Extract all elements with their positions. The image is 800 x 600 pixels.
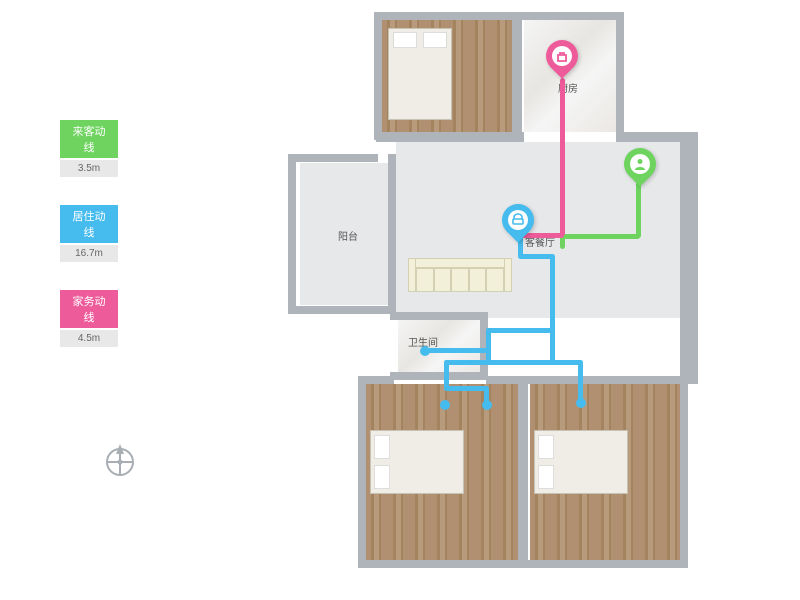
wall-segment — [376, 132, 524, 142]
legend-label: 居住动线 — [60, 205, 118, 243]
sofa — [408, 258, 512, 292]
wall-segment — [512, 18, 522, 138]
legend-value: 16.7m — [60, 245, 118, 262]
map-pin-guest — [624, 148, 656, 190]
path-endpoint — [420, 346, 430, 356]
legend-label: 家务动线 — [60, 290, 118, 328]
path-segment — [636, 182, 641, 238]
legend-item-living: 居住动线 16.7m — [60, 205, 118, 262]
map-pin-living — [502, 204, 534, 246]
path-endpoint — [576, 398, 586, 408]
wall-segment — [288, 154, 378, 162]
wall-segment — [288, 154, 296, 314]
compass-icon — [100, 440, 140, 480]
bed — [534, 430, 628, 494]
wall-segment — [388, 154, 396, 314]
wall-segment — [390, 372, 486, 380]
path-segment — [560, 78, 565, 236]
wall-segment — [616, 132, 698, 142]
path-segment — [444, 360, 554, 365]
wall-segment — [390, 312, 486, 320]
legend-label: 来客动线 — [60, 120, 118, 158]
bed — [370, 430, 464, 494]
wall-segment — [486, 376, 686, 384]
path-segment — [550, 360, 582, 365]
legend-value: 4.5m — [60, 330, 118, 347]
room-label: 阳台 — [338, 228, 358, 243]
legend-item-guest: 来客动线 3.5m — [60, 120, 118, 177]
bed — [388, 28, 452, 120]
wall-segment — [358, 376, 366, 568]
path-segment — [422, 348, 490, 353]
wall-segment — [616, 12, 624, 140]
legend-value: 3.5m — [60, 160, 118, 177]
wall-segment — [680, 132, 698, 384]
path-segment — [578, 360, 583, 402]
floorplan: 次卧厨房阳台客餐厅卫生间卧室卧室 — [280, 8, 700, 573]
wall-segment — [374, 12, 624, 20]
wall-segment — [518, 376, 528, 566]
path-segment — [486, 328, 554, 333]
legend-panel: 来客动线 3.5m 居住动线 16.7m 家务动线 4.5m — [60, 120, 118, 375]
path-segment — [518, 254, 554, 259]
wall-segment — [374, 12, 382, 140]
path-segment — [486, 328, 491, 364]
map-pin-housework — [546, 40, 578, 82]
path-endpoint — [440, 400, 450, 410]
wall-segment — [680, 376, 688, 568]
path-segment — [550, 254, 555, 364]
path-segment — [444, 386, 488, 391]
path-endpoint — [482, 400, 492, 410]
wall-segment — [288, 306, 392, 314]
legend-item-housework: 家务动线 4.5m — [60, 290, 118, 347]
path-segment — [560, 234, 640, 239]
